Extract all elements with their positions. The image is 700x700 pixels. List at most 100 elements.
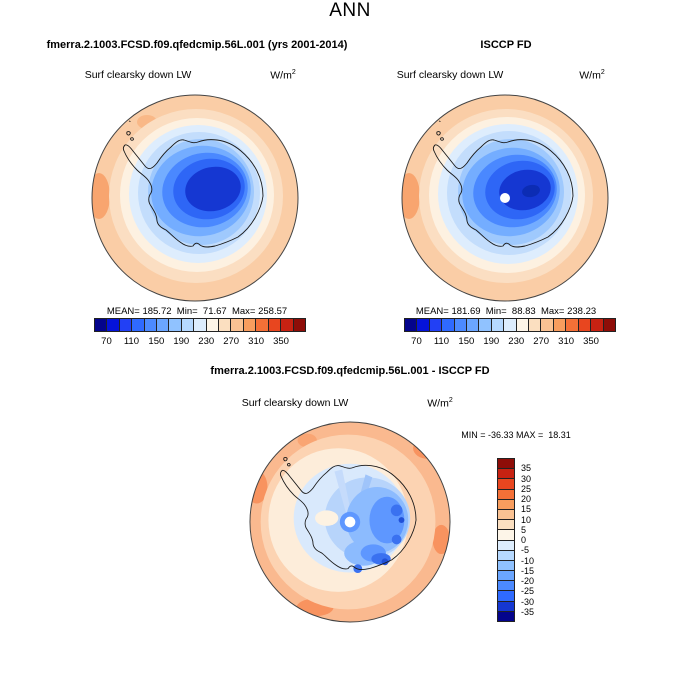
colorbar-cell [498, 580, 514, 591]
model-units-label: W/m2 [270, 69, 296, 82]
colorbar-tick-label: 350 [273, 336, 289, 347]
obs-units-label: W/m2 [579, 69, 605, 82]
colorbar-cell [498, 498, 514, 509]
obs-field-label: Surf clearsky down LW [396, 69, 504, 81]
colorbar-tick-label: 20 [521, 494, 532, 504]
colorbar-cell [255, 319, 268, 331]
colorbar-tick-label: 30 [521, 473, 532, 484]
missing-data-pole-dot [500, 193, 510, 203]
colorbar-cell [143, 319, 157, 331]
colorbar-cell [180, 319, 194, 331]
colorbar-cell [498, 478, 514, 489]
colorbar-cell [498, 508, 514, 520]
model-field-label: Surf clearsky down LW [84, 69, 192, 81]
colorbar-cell [416, 319, 429, 331]
colorbar-tick-label: 70 [411, 336, 422, 347]
colorbar-cell [498, 519, 514, 530]
colorbar-cell [466, 319, 479, 331]
colorbar-cell [498, 600, 514, 611]
colorbar-cell [515, 319, 529, 331]
colorbar-obs-ticks: 70 110 150 190 230 270 310 350 [404, 336, 616, 348]
colorbar-tick-label: -25 [521, 586, 535, 597]
colorbar-cell [498, 529, 514, 540]
antarctica-coastline [122, 139, 264, 248]
ocean-warm-patch [92, 173, 110, 219]
model-stats: MEAN= 185.72 Min= 71.67 Max= 258.57 [106, 306, 288, 317]
colorbar-cell [242, 319, 256, 331]
colorbar-cell [156, 319, 169, 331]
model-panel-title: fmerra.2.1003.FCSD.f09.qfedcmip.56L.001 … [46, 39, 348, 51]
colorbar-tick-label: -30 [521, 596, 535, 607]
colorbar-tick-label: -10 [521, 555, 535, 566]
colorbar-cell [131, 319, 144, 331]
diff-field-label: Surf clearsky down LW [241, 397, 349, 409]
colorbar-cell [498, 610, 514, 621]
colorbar-cell [205, 319, 219, 331]
colorbar-tick-label: -5 [521, 545, 530, 556]
colorbar-tick-label: 350 [583, 336, 599, 347]
colorbar-cell [490, 319, 504, 331]
colorbar-cell [552, 319, 566, 331]
colorbar-cell [95, 319, 107, 331]
colorbar-tick-label: 270 [533, 336, 550, 347]
colorbar-tick-label: 150 [458, 336, 475, 347]
ocean-warm-patch [402, 173, 420, 219]
antarctica-coastline [432, 139, 574, 248]
colorbar-cell [118, 319, 132, 331]
colorbar-cell [405, 319, 417, 331]
colorbar-tick-label: 5 [521, 524, 527, 535]
colorbar-diff [497, 458, 515, 622]
colorbar-cell [565, 319, 578, 331]
colorbar-cell [577, 319, 591, 331]
model-map [91, 94, 299, 302]
colorbar-model-ticks: 70 110 150 190 230 270 310 350 [94, 336, 306, 348]
colorbar-obs [404, 318, 616, 332]
colorbar-cell [453, 319, 467, 331]
colorbar-cell [267, 319, 281, 331]
colorbar-tick-label: 230 [508, 336, 525, 347]
colorbar-model [94, 318, 306, 332]
colorbar-cell [590, 319, 603, 331]
diff-units-label: W/m2 [427, 397, 453, 410]
colorbar-tick-label: 190 [483, 336, 500, 347]
obs-map [401, 94, 609, 302]
colorbar-tick-label: -20 [521, 576, 535, 586]
colorbar-tick-label: 150 [148, 336, 165, 347]
colorbar-tick-label: 35 [521, 463, 532, 474]
island-marks [119, 120, 134, 141]
colorbar-cell [193, 319, 206, 331]
colorbar-cell [498, 570, 514, 581]
season-label: ANN [329, 0, 371, 21]
colorbar-cell [230, 319, 243, 331]
colorbar-cell [528, 319, 541, 331]
colorbar-cell [540, 319, 553, 331]
colorbar-tick-label: 110 [123, 336, 139, 347]
obs-stats: MEAN= 181.69 Min= 88.83 Max= 238.23 [415, 306, 597, 317]
colorbar-tick-label: -15 [521, 565, 535, 576]
colorbar-tick-label: 270 [223, 336, 240, 347]
colorbar-tick-label: 310 [558, 336, 575, 347]
colorbar-cell [602, 319, 615, 331]
colorbar-tick-label: 25 [521, 483, 532, 494]
colorbar-cell [478, 319, 491, 331]
colorbar-cell [498, 488, 514, 499]
colorbar-cell [292, 319, 305, 331]
colorbar-cell [441, 319, 454, 331]
colorbar-tick-label: 310 [248, 336, 265, 347]
colorbar-tick-label: 190 [173, 336, 190, 347]
colorbar-tick-label: 110 [433, 336, 449, 347]
antarctica-coastline [279, 464, 417, 571]
colorbar-cell [428, 319, 442, 331]
colorbar-cell [498, 549, 514, 560]
colorbar-tick-label: 70 [101, 336, 112, 347]
colorbar-cell [218, 319, 231, 331]
colorbar-tick-label: 15 [521, 504, 532, 515]
diff-panel-title: fmerra.2.1003.FCSD.f09.qfedcmip.56L.001 … [210, 365, 490, 377]
colorbar-tick-label: 230 [198, 336, 215, 347]
colorbar-cell [498, 459, 514, 469]
colorbar-cell [498, 468, 514, 479]
diff-minmax: MIN = -36.33 MAX = 18.31 [461, 430, 571, 440]
colorbar-tick-label: 10 [521, 514, 532, 525]
colorbar-cell [168, 319, 181, 331]
